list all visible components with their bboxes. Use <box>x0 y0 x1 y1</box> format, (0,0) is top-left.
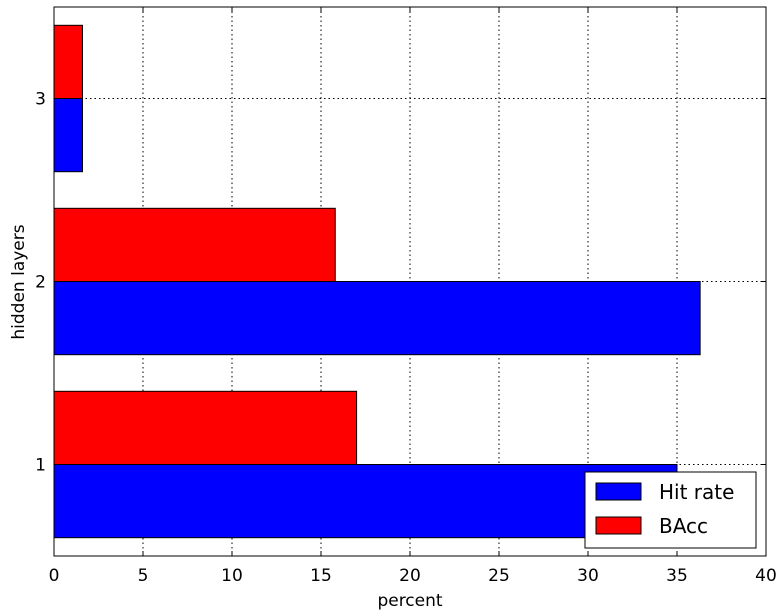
y-tick-label: 1 <box>35 456 46 476</box>
x-tick-label: 0 <box>49 566 60 586</box>
bar-hit-rate-1 <box>53 464 678 539</box>
x-tick-label: 30 <box>577 566 599 586</box>
y-tick-label: 3 <box>35 90 46 110</box>
x-tick-label: 25 <box>488 566 510 586</box>
legend: Hit rate BAcc <box>584 471 757 549</box>
y-tick-label: 2 <box>35 273 46 293</box>
x-tick-label: 40 <box>755 566 777 586</box>
legend-swatch-hit-rate <box>595 482 642 501</box>
x-tick-label: 15 <box>310 566 332 586</box>
y-axis-label: hidden layers <box>9 224 29 339</box>
legend-label-hit-rate: Hit rate <box>659 480 734 504</box>
bar-hit-rate-3 <box>53 98 83 173</box>
x-tick-label: 20 <box>399 566 421 586</box>
x-tick-label: 35 <box>666 566 688 586</box>
bar-bacc-3 <box>53 24 83 99</box>
x-tick-label: 10 <box>221 566 243 586</box>
bars <box>53 24 701 539</box>
legend-label-bacc: BAcc <box>659 514 708 538</box>
bar-hit-rate-2 <box>53 281 701 356</box>
x-tick-label: 5 <box>138 566 149 586</box>
x-axis-label: percent <box>377 591 442 611</box>
bar-bacc-1 <box>53 390 358 465</box>
bar-bacc-2 <box>53 207 336 282</box>
legend-swatch-bacc <box>595 516 642 535</box>
ticks: 0 5 10 15 20 25 30 35 40 1 2 3 <box>35 7 777 586</box>
